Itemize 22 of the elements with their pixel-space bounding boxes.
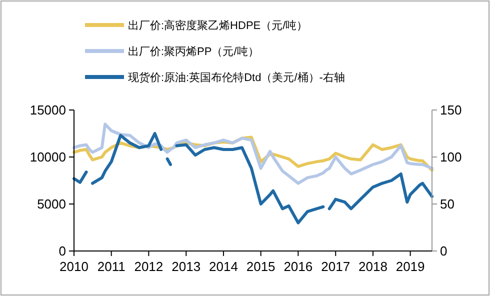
legend-label: 出厂价:聚丙烯PP（元/吨） bbox=[128, 44, 259, 58]
y2-tick-label: 100 bbox=[440, 150, 462, 165]
x-tick-label: 2014 bbox=[209, 259, 238, 274]
x-tick-label: 2010 bbox=[60, 259, 88, 274]
x-tick-label: 2017 bbox=[321, 259, 350, 274]
x-tick-label: 2015 bbox=[246, 259, 276, 274]
y-tick-label: 0 bbox=[58, 244, 66, 259]
x-tick-label: 2018 bbox=[358, 259, 388, 274]
x-tick-label: 2011 bbox=[97, 259, 126, 274]
x-tick-label: 2019 bbox=[396, 259, 425, 274]
y2-tick-label: 0 bbox=[440, 244, 448, 259]
y-tick-label: 10000 bbox=[30, 150, 66, 165]
y-tick-label: 15000 bbox=[30, 102, 66, 118]
y2-tick-label: 150 bbox=[440, 102, 462, 118]
legend-label: 出厂价:高密度聚乙烯HDPE（元/吨） bbox=[128, 18, 308, 32]
line-series bbox=[72, 122, 434, 185]
x-tick-label: 2013 bbox=[172, 259, 201, 274]
x-tick-label: 2012 bbox=[134, 259, 164, 274]
x-tick-label: 2016 bbox=[284, 259, 313, 274]
y2-tick-label: 50 bbox=[440, 196, 454, 212]
y-tick-label: 5000 bbox=[37, 196, 66, 212]
legend-label: 现货价:原油:英国布伦特Dtd（美元/桶）-右轴 bbox=[128, 70, 345, 84]
